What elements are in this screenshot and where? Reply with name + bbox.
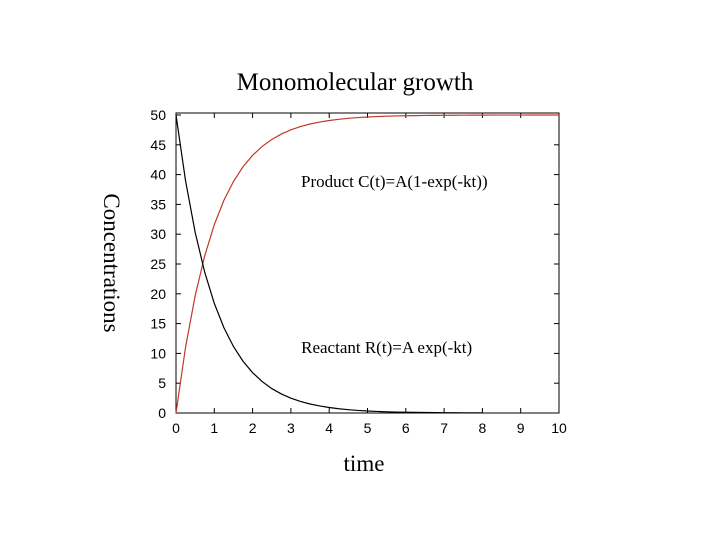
series-layer	[175, 114, 559, 414]
product-annotation: Product C(t)=A(1-exp(-kt))	[301, 172, 488, 191]
y-axis: 0 5 10 15 20 25 30 35 40 45 50	[150, 107, 559, 421]
y-tick-label: 15	[150, 316, 166, 332]
y-axis-label: Concentrations	[99, 193, 124, 332]
y-tick-label: 5	[158, 375, 166, 391]
x-tick-label: 1	[210, 420, 218, 436]
x-axis-label: time	[344, 451, 385, 476]
y-tick-label: 10	[150, 345, 166, 361]
x-tick-label: 7	[440, 420, 448, 436]
x-tick-label: 4	[325, 420, 333, 436]
y-tick-label: 35	[150, 196, 166, 212]
plot-frame	[175, 112, 560, 414]
y-tick-label: 25	[150, 256, 166, 272]
chart-title: Monomolecular growth	[237, 69, 474, 96]
y-tick-label: 20	[150, 286, 166, 302]
x-tick-label: 6	[402, 420, 410, 436]
y-tick-label: 50	[150, 107, 166, 123]
y-tick-label: 30	[150, 226, 166, 242]
x-tick-label: 0	[172, 420, 180, 436]
x-tick-label: 8	[479, 420, 487, 436]
product-curve	[175, 114, 559, 414]
y-tick-label: 40	[150, 167, 166, 183]
x-axis: 0 1 2 3 4 5 6 7 8 9 10	[172, 113, 567, 436]
x-tick-label: 9	[517, 420, 525, 436]
y-tick-label: 45	[150, 137, 166, 153]
x-tick-label: 5	[364, 420, 372, 436]
x-tick-label: 2	[249, 420, 257, 436]
x-tick-label: 10	[551, 420, 567, 436]
x-tick-label: 3	[287, 420, 295, 436]
y-tick-label: 0	[158, 405, 166, 421]
reactant-annotation: Reactant R(t)=A exp(-kt)	[301, 338, 472, 357]
reactant-curve	[175, 114, 483, 414]
